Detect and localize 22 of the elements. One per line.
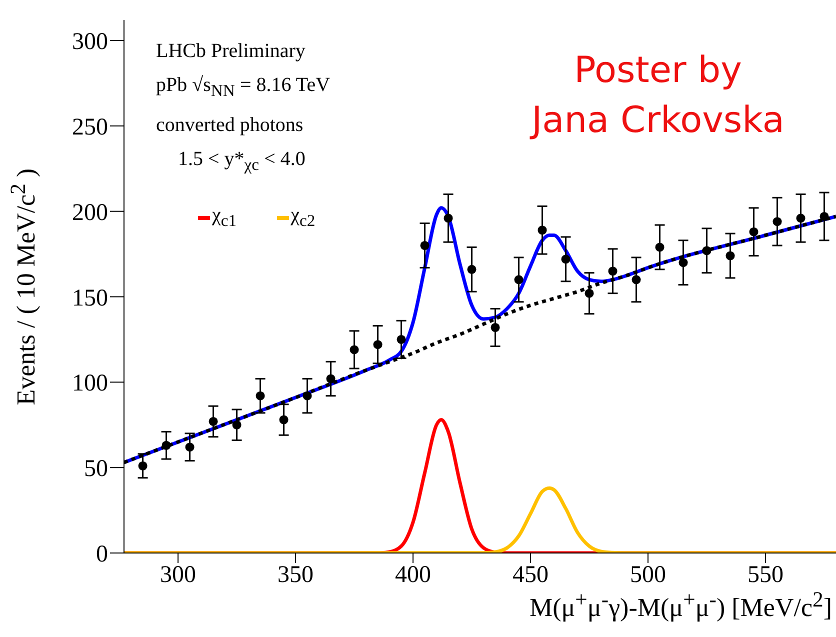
annotation: Jana Crkovska [532, 100, 784, 141]
y-tick-label: 250 [72, 114, 108, 140]
x-tick-label: 400 [395, 562, 432, 588]
y-tick-label: 200 [72, 200, 108, 226]
y-tick-label: 300 [72, 29, 108, 56]
legend-label: χ$_{c2}$ [290, 204, 316, 231]
annotation: pPb √s$_{NN}$ = 8.16 TeV [156, 74, 330, 100]
y-tick-label: 100 [72, 370, 108, 397]
x-tick-label: 450 [512, 562, 549, 588]
annotation: 1.5 < y*$_{χc}$ < 4.0 [178, 148, 306, 174]
x-tick-label: 500 [630, 562, 666, 588]
y-tick-label: 150 [72, 285, 108, 312]
y-tick-label: 0 [96, 542, 108, 568]
x-tick-label: 550 [748, 562, 784, 588]
x-tick-label: 300 [160, 562, 196, 588]
text: M(μ$^{+}$μ$^{-}$γ)-M(μ$^{+}$μ$^{-}$) [MeV/c$^{2}$] [529, 587, 832, 622]
x-tick-label: 350 [278, 562, 314, 588]
annotation: Poster by [574, 50, 742, 91]
y-tick-label: 50 [84, 456, 108, 482]
legend-label: χ$_{c1}$ [212, 204, 237, 231]
annotation: converted photons [156, 114, 304, 136]
annotation: LHCb Preliminary [156, 40, 306, 62]
